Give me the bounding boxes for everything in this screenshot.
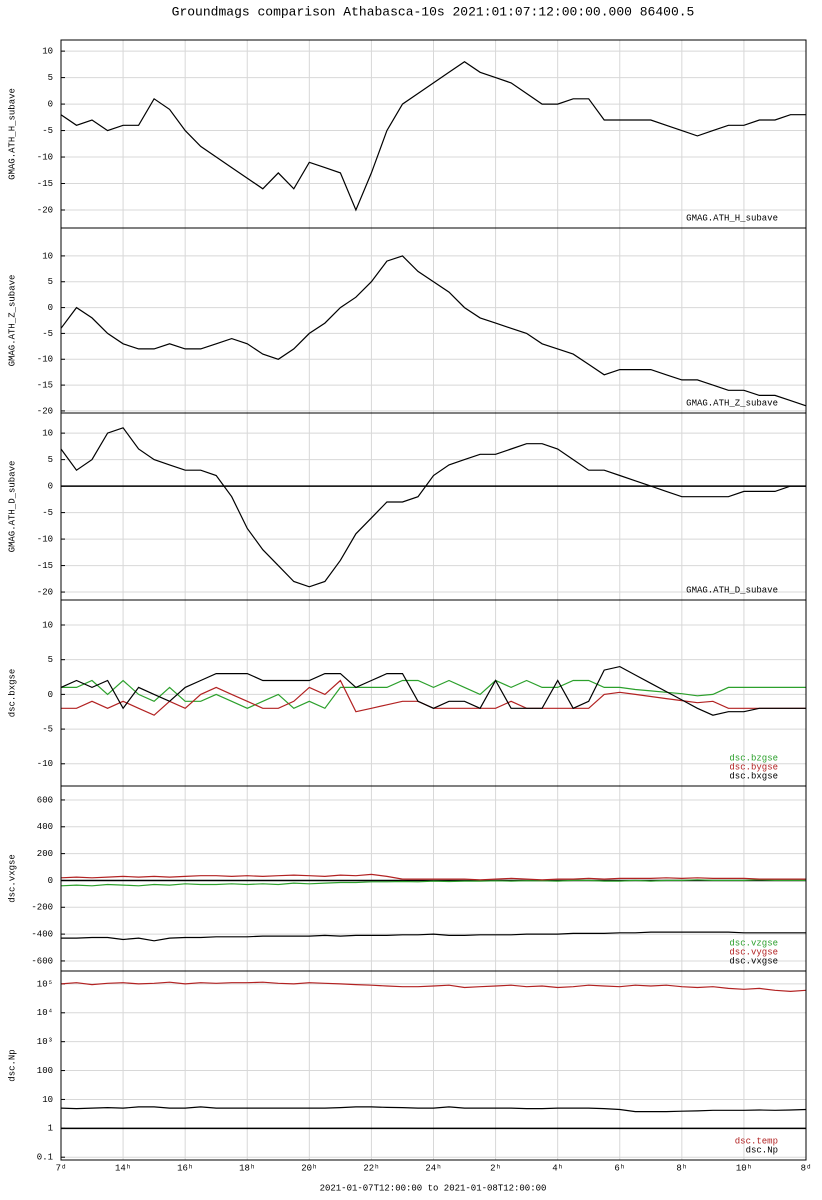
data-line [60, 879, 806, 887]
y-tick-label: 5 [48, 73, 53, 83]
y-tick-label: -15 [37, 380, 53, 390]
y-axis-label: dsc.bxgse [7, 669, 17, 718]
y-tick-label: -5 [42, 508, 53, 518]
y-tick-label: 100 [37, 1066, 53, 1076]
y-tick-label: 0 [48, 481, 53, 491]
legend-label: dsc.temp [735, 1136, 778, 1146]
y-tick-label: -20 [37, 587, 53, 597]
x-axis-label: 2021-01-07T12:00:00 to 2021-01-08T12:00:… [320, 1183, 547, 1193]
y-tick-label: 10 [42, 1095, 53, 1105]
data-line [61, 931, 806, 942]
y-tick-label: -10 [37, 355, 53, 365]
x-tick-label: 20ʰ [301, 1163, 317, 1173]
x-tick-label: 4ʰ [552, 1163, 563, 1173]
y-tick-label: 400 [37, 822, 53, 832]
legend-label: GMAG.ATH_D_subave [686, 585, 778, 595]
y-tick-label: 5 [48, 655, 53, 665]
y-tick-label: 10 [42, 429, 53, 439]
x-tick-label: 7ᵈ [56, 1163, 67, 1173]
x-tick-label: 22ʰ [363, 1163, 379, 1173]
legend-label: dsc.bxgse [729, 771, 778, 781]
legend-label: dsc.vxgse [729, 956, 778, 966]
y-tick-label: -10 [37, 759, 53, 769]
data-line [60, 981, 807, 993]
x-tick-label: 8ʰ [676, 1163, 687, 1173]
y-tick-label: 5 [48, 455, 53, 465]
y-tick-label: 10⁵ [37, 979, 53, 989]
y-axis-label: dsc.vxgse [7, 854, 17, 903]
legend-label: dsc.bzgse [729, 753, 778, 763]
y-axis-label: GMAG.ATH_D_subave [7, 461, 17, 553]
x-tick-label: 14ʰ [115, 1163, 131, 1173]
y-tick-label: 600 [37, 795, 53, 805]
y-tick-label: 10³ [37, 1037, 53, 1047]
legend-label: GMAG.ATH_H_subave [686, 213, 778, 223]
legend-label: dsc.vzgse [729, 938, 778, 948]
y-tick-label: -20 [37, 205, 53, 215]
y-axis-label: GMAG.ATH_Z_subave [7, 275, 17, 367]
y-tick-label: 0 [48, 303, 53, 313]
legend-label: dsc.Np [746, 1145, 778, 1155]
legend-label: dsc.vygse [729, 947, 778, 957]
y-tick-label: -10 [37, 534, 53, 544]
data-line [60, 1106, 807, 1113]
y-tick-label: -5 [42, 724, 53, 734]
x-tick-label: 16ʰ [177, 1163, 193, 1173]
legend-label: GMAG.ATH_Z_subave [686, 398, 778, 408]
y-tick-label: -5 [42, 329, 53, 339]
data-line [60, 873, 806, 881]
y-tick-label: -600 [31, 956, 53, 966]
y-tick-label: 0 [48, 99, 53, 109]
y-tick-label: -400 [31, 929, 53, 939]
y-tick-label: 0 [48, 876, 53, 886]
x-tick-label: 8ᵈ [801, 1163, 812, 1173]
y-axis-label: dsc.Np [7, 1049, 17, 1081]
y-tick-label: 1 [48, 1124, 53, 1134]
y-tick-label: -200 [31, 903, 53, 913]
y-tick-label: 10 [42, 46, 53, 56]
x-tick-label: 2ʰ [490, 1163, 501, 1173]
data-line [60, 60, 806, 212]
x-tick-label: 24ʰ [425, 1163, 441, 1173]
y-tick-label: -20 [37, 406, 53, 416]
y-tick-label: -10 [37, 152, 53, 162]
y-tick-label: 5 [48, 277, 53, 287]
y-tick-label: -15 [37, 179, 53, 189]
data-line [60, 427, 806, 588]
y-tick-label: -5 [42, 126, 53, 136]
y-tick-label: 200 [37, 849, 53, 859]
data-line [60, 255, 807, 407]
data-line [61, 679, 806, 710]
x-tick-label: 6ʰ [614, 1163, 625, 1173]
x-tick-label: 10ʰ [736, 1163, 752, 1173]
chart-title: Groundmags comparison Athabasca-10s 2021… [172, 4, 695, 19]
y-tick-label: 10⁴ [37, 1007, 53, 1018]
y-tick-label: 0.1 [37, 1153, 53, 1163]
panel-frame [60, 970, 807, 1161]
y-tick-label: 10 [42, 251, 53, 261]
y-tick-label: 10 [42, 620, 53, 630]
y-tick-label: 0 [48, 690, 53, 700]
y-axis-label: GMAG.ATH_H_subave [7, 88, 17, 180]
legend-label: dsc.bygse [729, 762, 778, 772]
data-line [60, 665, 806, 716]
x-tick-label: 18ʰ [239, 1163, 255, 1173]
y-tick-label: -15 [37, 561, 53, 571]
